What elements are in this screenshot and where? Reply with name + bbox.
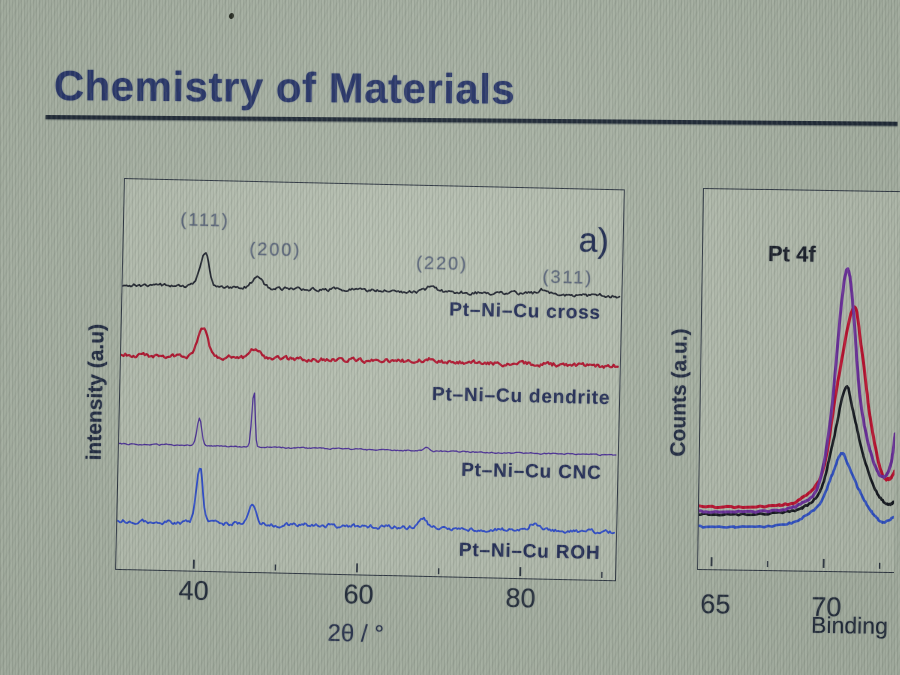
series-label-cnc: Pt–Ni–Cu CNC [460, 459, 602, 484]
dust-speck [228, 12, 235, 20]
xps-region-label: Pt 4f [767, 241, 816, 267]
xps-plot-area: Pt 4f [696, 188, 900, 574]
journal-title: Chemistry of Materials [53, 62, 516, 113]
xps-panel: Pt 4f 65 70 Binding Counts (a.u.) [667, 188, 900, 653]
xrd-tick-label-80: 80 [505, 582, 536, 614]
xrd-traces-svg [116, 252, 621, 578]
peak-label-111: (111) [180, 209, 230, 231]
xrd-tick-label-60: 60 [343, 579, 374, 610]
xps-traces-svg [698, 267, 897, 569]
xps-trace-black [698, 385, 896, 517]
series-label-dendrite: Pt–Ni–Cu dendrite [431, 384, 611, 410]
masthead: Chemistry of Materials [45, 62, 898, 126]
xps-tick-label-65: 65 [700, 589, 731, 620]
series-label-cross: Pt–Ni–Cu cross [449, 299, 602, 324]
xrd-trace-0 [121, 252, 621, 299]
xps-trace-red [698, 305, 897, 510]
xps-y-axis-label: Counts (a.u.) [666, 328, 692, 457]
xrd-trace-2 [118, 392, 617, 457]
xrd-tick-label-40: 40 [178, 575, 210, 607]
panel-label-a: a) [578, 221, 610, 261]
peak-label-311: (311) [542, 266, 594, 288]
title-underline [45, 114, 898, 126]
xps-axis-ticks [710, 557, 881, 569]
xps-trace-purple [698, 267, 897, 514]
xrd-trace-3 [116, 467, 615, 535]
peak-label-200: (200) [249, 238, 302, 261]
xrd-trace-1 [119, 327, 619, 369]
peak-label-220: (220) [415, 252, 469, 274]
xrd-panel: a) (111) (200) (220) (311) Pt–Ni–Cu cros… [83, 178, 625, 651]
xps-x-axis-label: Binding [810, 611, 889, 639]
xps-trace-blue [698, 451, 896, 529]
xrd-y-axis-label: intensity (a.u) [82, 323, 109, 461]
xrd-axis-ticks [192, 559, 603, 578]
series-label-roh: Pt–Ni–Cu ROH [458, 539, 601, 564]
xrd-x-axis-label: 2θ / ° [327, 619, 385, 649]
xrd-plot-area: a) (111) (200) (220) (311) Pt–Ni–Cu cros… [115, 178, 625, 582]
